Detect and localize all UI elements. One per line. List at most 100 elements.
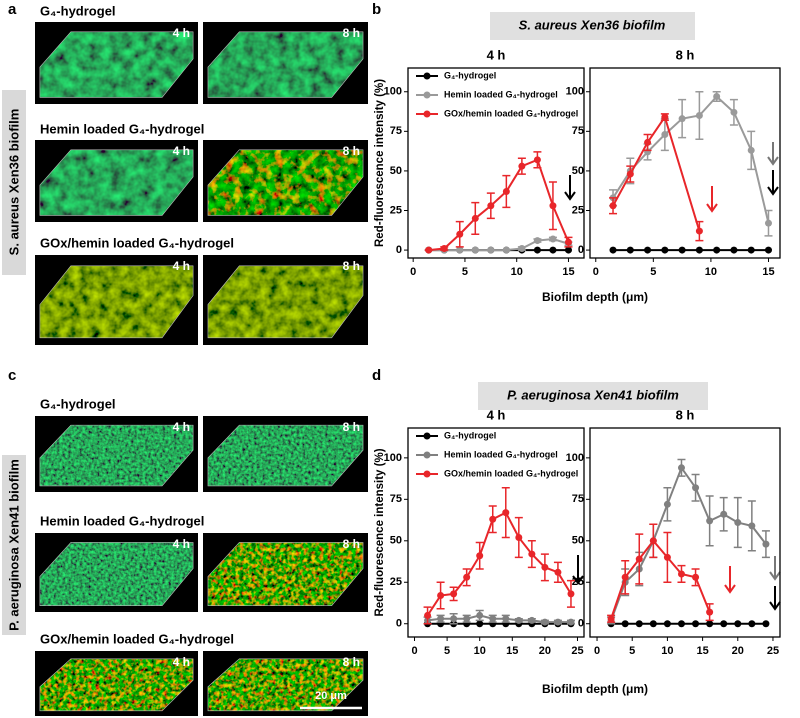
panel-label: c bbox=[8, 367, 16, 384]
data-point bbox=[487, 246, 495, 254]
time-label: 4 h bbox=[173, 655, 190, 669]
slab-outline bbox=[39, 542, 194, 606]
y-tick-label: 50 bbox=[572, 165, 584, 177]
data-point bbox=[489, 515, 497, 523]
data-point bbox=[748, 620, 756, 628]
chart-title: 8 h bbox=[676, 407, 695, 422]
x-tick-label: 10 bbox=[511, 266, 523, 278]
biofilm-slab bbox=[39, 658, 194, 711]
y-tick-label: 75 bbox=[390, 125, 402, 137]
data-point bbox=[692, 620, 700, 628]
y-axis-label: Red-fluorescence intensity (%) bbox=[374, 79, 386, 247]
biofilm-slab bbox=[207, 542, 364, 606]
slab-outline bbox=[39, 658, 194, 712]
data-point bbox=[456, 246, 464, 254]
data-point bbox=[764, 246, 772, 254]
panel-label: b bbox=[372, 1, 381, 18]
data-point bbox=[692, 573, 700, 581]
data-point bbox=[734, 620, 742, 628]
data-point bbox=[502, 615, 510, 623]
biofilm-slab bbox=[39, 542, 194, 606]
data-point bbox=[549, 246, 557, 254]
data-point bbox=[471, 214, 479, 222]
data-point bbox=[424, 611, 432, 619]
legend-marker bbox=[423, 451, 431, 459]
time-label: 8 h bbox=[343, 420, 360, 434]
data-point bbox=[626, 246, 634, 254]
time-label: 4 h bbox=[173, 420, 190, 434]
title-box bbox=[478, 382, 708, 410]
chart-title: 4 h bbox=[487, 47, 506, 62]
legend-marker bbox=[423, 91, 431, 99]
data-point bbox=[663, 620, 671, 628]
data-point bbox=[554, 618, 562, 626]
y-tick-label: 50 bbox=[572, 535, 584, 547]
x-tick-label: 5 bbox=[629, 645, 635, 657]
data-point bbox=[747, 146, 755, 154]
data-point bbox=[649, 620, 657, 628]
biofilm-slab bbox=[39, 425, 194, 486]
data-point bbox=[515, 616, 523, 624]
y-tick-label: 25 bbox=[390, 204, 402, 216]
data-point bbox=[677, 620, 685, 628]
x-tick-label: 5 bbox=[444, 645, 450, 657]
slab-outline bbox=[207, 424, 364, 487]
data-point bbox=[564, 246, 572, 254]
data-point bbox=[541, 563, 549, 571]
plot-frame bbox=[407, 67, 585, 259]
series-line bbox=[612, 114, 701, 232]
data-point bbox=[425, 246, 433, 254]
data-point bbox=[730, 246, 738, 254]
slab-outline bbox=[207, 658, 364, 712]
data-point bbox=[549, 235, 557, 243]
data-point bbox=[456, 230, 464, 238]
data-point bbox=[471, 246, 479, 254]
x-tick-label: 20 bbox=[539, 645, 551, 657]
data-point bbox=[440, 245, 448, 252]
biofilm-slab bbox=[207, 658, 364, 711]
plot-frame bbox=[589, 67, 781, 259]
chart-title: 4 h bbox=[487, 407, 506, 422]
y-tick-label: 25 bbox=[572, 204, 584, 216]
data-point bbox=[528, 616, 536, 624]
data-point bbox=[762, 620, 770, 628]
slab-outline bbox=[39, 31, 194, 98]
data-point bbox=[476, 552, 484, 560]
data-point bbox=[649, 537, 657, 545]
x-tick-label: 15 bbox=[562, 266, 574, 278]
data-point bbox=[564, 238, 572, 246]
time-label: 4 h bbox=[173, 259, 190, 273]
data-point bbox=[518, 162, 526, 170]
data-point bbox=[764, 219, 772, 227]
data-point bbox=[706, 620, 714, 628]
slab-outline bbox=[39, 149, 194, 216]
y-axis-label: Red-fluorescence intensity (%) bbox=[374, 448, 386, 616]
x-tick-label: 5 bbox=[462, 266, 468, 278]
data-point bbox=[663, 553, 671, 561]
x-tick-label: 0 bbox=[410, 266, 416, 278]
row-title: G₄-hydrogel bbox=[40, 3, 116, 18]
side-label: P. aeruginosa Xen41 biofilm bbox=[6, 459, 21, 631]
slab-outline bbox=[39, 265, 194, 339]
data-point bbox=[463, 573, 471, 581]
time-label: 4 h bbox=[173, 537, 190, 551]
data-point bbox=[533, 237, 541, 245]
data-point bbox=[502, 246, 510, 254]
x-tick-label: 15 bbox=[696, 645, 708, 657]
y-tick-label: 0 bbox=[578, 618, 584, 630]
slab-outline bbox=[39, 424, 194, 487]
time-label: 8 h bbox=[343, 144, 360, 158]
data-point bbox=[502, 509, 510, 517]
y-tick-label: 75 bbox=[572, 493, 584, 505]
data-point bbox=[644, 138, 652, 146]
x-tick-label: 5 bbox=[650, 266, 656, 278]
data-point bbox=[677, 464, 685, 472]
data-point bbox=[518, 245, 526, 252]
slab-outline bbox=[207, 31, 364, 98]
y-tick-label: 50 bbox=[390, 165, 402, 177]
row-title: G₄-hydrogel bbox=[40, 396, 116, 411]
x-tick-label: 15 bbox=[762, 266, 774, 278]
data-point bbox=[437, 592, 445, 600]
row-title: GOx/hemin loaded G₄-hydrogel bbox=[40, 631, 234, 646]
legend-marker bbox=[423, 110, 431, 118]
